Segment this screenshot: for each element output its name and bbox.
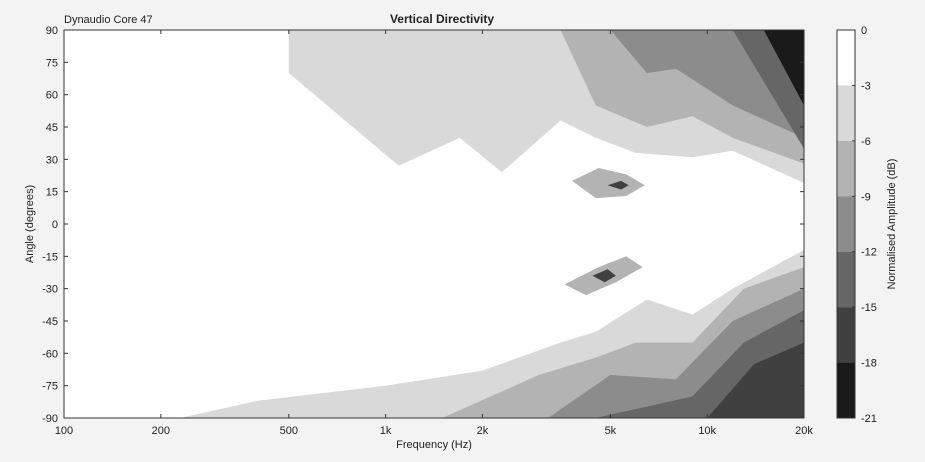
x-tick-label: 1k xyxy=(380,425,392,437)
contour-region-9 xyxy=(763,30,804,106)
colorbar-label: Normalised Amplitude (dB) xyxy=(886,159,898,290)
y-tick-label: -60 xyxy=(42,348,58,360)
y-tick-label: -45 xyxy=(42,316,58,328)
colorbar-tick-label: -15 xyxy=(861,302,877,314)
contour-region-8 xyxy=(707,342,804,418)
colorbar-bands xyxy=(837,30,855,418)
y-tick-label: -75 xyxy=(42,381,58,393)
colorbar-band-2 xyxy=(837,140,855,197)
colorbar-tick-label: -9 xyxy=(861,191,871,203)
y-tick-label: 15 xyxy=(46,187,58,199)
colorbar-tick-label: 0 xyxy=(861,25,867,37)
y-tick-label: 30 xyxy=(46,154,58,166)
y-tick-label: -15 xyxy=(42,251,58,263)
colorbar-band-0 xyxy=(837,30,855,86)
colorbar-tick-label: -21 xyxy=(861,413,877,425)
contour-regions xyxy=(180,30,805,418)
y-axis-label: Angle (degrees) xyxy=(24,185,36,263)
colorbar-tick-label: -6 xyxy=(861,136,871,148)
colorbar-tick-label: -18 xyxy=(861,358,877,370)
contour-region-11 xyxy=(607,180,629,190)
x-tick-label: 2k xyxy=(477,425,489,437)
y-tick-label: 0 xyxy=(52,219,58,231)
colorbar-band-5 xyxy=(837,307,855,363)
y-tick-label: 45 xyxy=(46,122,58,134)
colorbar-tick-label: -12 xyxy=(861,247,877,259)
colorbar-tick-label: -3 xyxy=(861,80,871,92)
x-tick-label: 200 xyxy=(152,425,170,437)
colorbar-ticks: 0 -3 -6 -9 -12 -15 -18 -21 xyxy=(852,25,877,425)
x-tick-label: 10k xyxy=(698,425,716,437)
chart-subtitle: Dynaudio Core 47 xyxy=(64,14,153,26)
x-tick-label: 500 xyxy=(280,425,298,437)
plot-area xyxy=(63,29,805,419)
x-tick-label: 5k xyxy=(605,425,617,437)
y-tick-label: 75 xyxy=(46,57,58,69)
x-axis-label: Frequency (Hz) xyxy=(396,439,472,451)
colorbar-band-1 xyxy=(837,85,855,141)
colorbar-frame xyxy=(836,29,856,419)
colorbar-band-4 xyxy=(837,251,855,308)
contour-region-13 xyxy=(592,269,616,283)
contour-region-10 xyxy=(572,168,645,199)
y-tick-label: -90 xyxy=(42,413,58,425)
y-tick-label: 90 xyxy=(46,25,58,37)
x-tick-label: 20k xyxy=(795,425,813,437)
y-axis-ticks: 90 75 60 45 30 15 0 -15 -30 -45 -60 -75 -90 xyxy=(42,25,804,425)
y-tick-label: -30 xyxy=(42,284,58,296)
colorbar-band-6 xyxy=(837,362,855,418)
x-tick-label: 100 xyxy=(55,425,73,437)
chart-title: Vertical Directivity xyxy=(390,12,494,26)
colorbar-band-3 xyxy=(837,196,855,252)
x-axis-ticks: 100 200 500 1k 2k 5k 10k 20k xyxy=(55,30,813,437)
y-tick-label: 60 xyxy=(46,90,58,102)
colorbar: 0 -3 -6 -9 -12 -15 -18 -21 Normalised Amplitude… xyxy=(836,25,898,425)
